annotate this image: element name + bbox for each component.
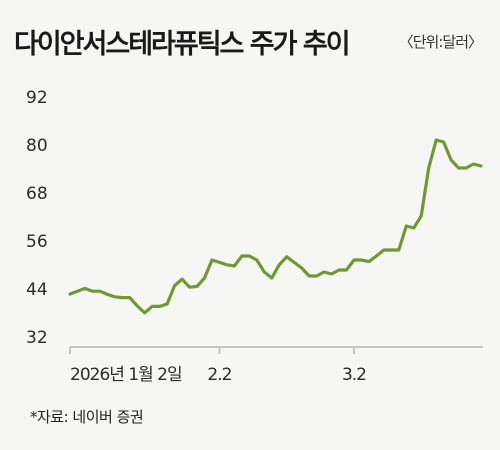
y-tick-label: 80: [26, 136, 48, 156]
y-tick-label: 56: [26, 232, 48, 252]
source-note: *자료: 네이버 증권: [30, 408, 144, 426]
y-tick-label: 44: [26, 280, 48, 300]
x-axis-ticks: 2026년 1월 2일 2.2 3.2: [69, 347, 367, 385]
x-tick-label: 2.2: [207, 365, 231, 385]
page-title: 다이안서스테라퓨틱스 주가 추이: [14, 29, 351, 60]
x-tick-label: 2026년 1월 2일: [70, 365, 182, 385]
y-tick-label: 92: [26, 88, 48, 108]
series-line: [68, 138, 483, 315]
y-axis-labels: 32 44 56 68 80 92: [26, 88, 48, 348]
unit-label: 〈단위:달러〉: [398, 33, 483, 51]
y-tick-label: 32: [26, 328, 48, 348]
x-tick-label: 3.2: [342, 365, 366, 385]
y-tick-label: 68: [26, 184, 48, 204]
